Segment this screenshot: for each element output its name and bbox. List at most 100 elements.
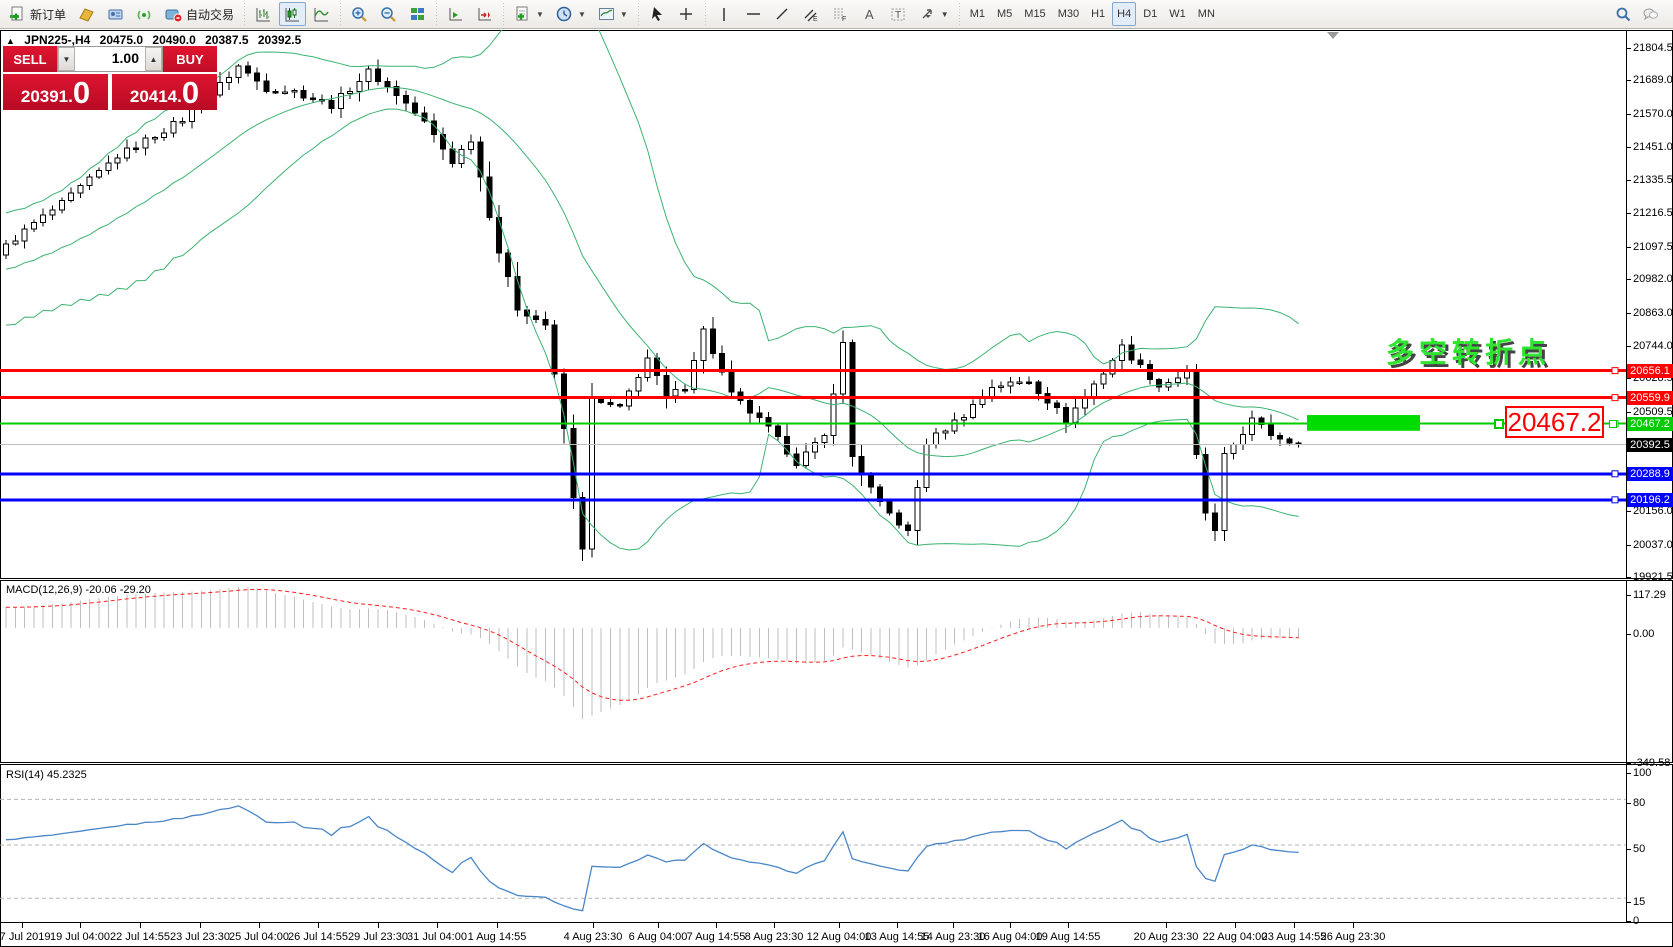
price-tick-mark xyxy=(1626,511,1631,512)
svg-text:A: A xyxy=(865,7,874,22)
tile-windows-icon xyxy=(411,7,425,20)
timeframe-m1[interactable]: M1 xyxy=(969,8,985,20)
main-chart-canvas[interactable] xyxy=(0,30,1626,578)
timeframe-d1[interactable]: D1 xyxy=(1143,8,1158,20)
price-tick-label: 21216.5 xyxy=(1633,207,1673,219)
rsi-panel-splitter[interactable] xyxy=(0,762,1673,765)
horizontal-line-icon xyxy=(746,12,760,15)
toolbar-separator xyxy=(503,3,505,25)
text-icon: A xyxy=(865,7,874,22)
buy-price-big-digit: 0 xyxy=(181,75,200,110)
rsi-panel-canvas[interactable] xyxy=(0,766,1626,922)
candlestick-chart-button[interactable] xyxy=(279,2,307,26)
macd-label: MACD(12,26,9) -20.06 -29.20 xyxy=(6,584,151,596)
trendline-tool[interactable] xyxy=(769,2,796,26)
horizontal-line-objects xyxy=(0,367,1626,504)
vertical-line-tool[interactable] xyxy=(711,2,738,26)
timeframe-m5[interactable]: M5 xyxy=(997,8,1013,20)
price-tick-mark xyxy=(1626,279,1631,280)
collapse-marker-icon[interactable]: ▲ xyxy=(6,36,15,46)
price-level-badge: 20559.9 xyxy=(1627,391,1673,405)
macd-panel-canvas[interactable] xyxy=(0,581,1626,762)
profile-icon xyxy=(108,9,123,19)
horizontal-line-tool[interactable] xyxy=(740,2,767,26)
buy-price-button[interactable]: 20414 . 0 xyxy=(112,74,217,110)
auto-scroll-icon xyxy=(449,7,463,20)
chat-icon[interactable] xyxy=(1642,6,1659,23)
chart-shift-marker-icon[interactable] xyxy=(1327,32,1339,39)
arrows-tool[interactable]: ▼ xyxy=(914,2,954,26)
buy-button[interactable]: BUY xyxy=(163,46,217,72)
time-tick-label: 1 Aug 14:55 xyxy=(467,931,527,943)
rsi-axis-label-tick xyxy=(1626,803,1631,804)
time-tick-label: 7 Aug 14:55 xyxy=(686,931,746,943)
new-order-button[interactable]: 新订单 xyxy=(4,2,71,26)
toolbar-separator xyxy=(340,3,342,25)
price-tick-label: 20863.0 xyxy=(1633,307,1673,319)
timeframe-m15[interactable]: M15 xyxy=(1024,8,1046,20)
crosshair-button[interactable] xyxy=(673,2,700,26)
chart-shift-button[interactable] xyxy=(471,2,498,26)
profile-button[interactable] xyxy=(102,2,129,26)
volume-input[interactable]: 1.00 xyxy=(111,50,139,66)
search-icon[interactable] xyxy=(1615,6,1632,23)
timeframe-h4[interactable]: H4 xyxy=(1112,2,1137,26)
annotation-text[interactable]: 多空转折点 xyxy=(1386,337,1552,368)
sell-price-button[interactable]: 20391 . 0 xyxy=(3,74,108,110)
sell-button[interactable]: SELL xyxy=(3,46,57,72)
price-level-badge: 20656.1 xyxy=(1627,364,1673,378)
time-tick-mark xyxy=(318,923,319,928)
toolbar-separator xyxy=(244,3,246,25)
timeframe-m30[interactable]: M30 xyxy=(1057,8,1080,20)
timeframe-w1[interactable]: W1 xyxy=(1169,8,1186,20)
market-watch-button[interactable] xyxy=(73,2,100,26)
fibonacci-tool[interactable]: F xyxy=(827,2,854,26)
price-tick-mark xyxy=(1626,346,1631,347)
time-tick-label: 23 Jul 23:30 xyxy=(170,931,230,943)
rsi-line xyxy=(5,805,1299,912)
volume-increase-button[interactable]: ▲ xyxy=(145,47,162,71)
price-tick-label: 20037.0 xyxy=(1633,539,1673,551)
macd-axis-label: 117.29 xyxy=(1633,589,1666,601)
toolbar-separator xyxy=(637,3,639,25)
macd-panel-splitter[interactable] xyxy=(0,578,1673,581)
text-label-tool[interactable]: T xyxy=(885,2,912,26)
equidistant-channel-tool[interactable]: E xyxy=(798,2,825,26)
templates-button[interactable]: ▼ xyxy=(593,2,633,26)
rsi-axis-label: 15 xyxy=(1633,896,1646,908)
rsi-axis-label-tick xyxy=(1626,773,1631,774)
price-callout-box[interactable]: 20467.2 xyxy=(1505,406,1604,438)
text-tool[interactable]: A xyxy=(856,2,883,26)
autotrading-button[interactable]: 自动交易 xyxy=(160,2,239,26)
callout-anchor-marker[interactable] xyxy=(1494,419,1504,429)
indicators-icon xyxy=(516,6,528,20)
zoom-out-button[interactable] xyxy=(375,2,402,26)
time-tick-label: 22 Aug 04:00 xyxy=(1202,931,1268,943)
autotrading-label: 自动交易 xyxy=(186,7,235,22)
timeframe-mn[interactable]: MN xyxy=(1197,8,1215,20)
timeframe-h1[interactable]: H1 xyxy=(1091,8,1106,20)
buy-price-main: 20414 xyxy=(129,87,178,106)
rsi-axis-label: 100 xyxy=(1633,767,1652,779)
price-tick-label: 21570.0 xyxy=(1633,108,1673,120)
line-chart-button[interactable] xyxy=(308,2,335,26)
price-tick-label: 20156.0 xyxy=(1633,505,1673,517)
chart-window[interactable] xyxy=(0,30,1673,947)
tile-windows-button[interactable] xyxy=(404,2,431,26)
price-tick-label: 21804.5 xyxy=(1633,42,1673,54)
volume-decrease-button[interactable]: ▼ xyxy=(58,47,75,71)
price-tick-mark xyxy=(1626,577,1631,578)
macd-axis-label: -349.58 xyxy=(1633,757,1671,769)
periods-button[interactable]: ▼ xyxy=(551,2,591,26)
rsi-axis-label-tick xyxy=(1626,849,1631,850)
auto-scroll-button[interactable] xyxy=(442,2,469,26)
price-tick-mark xyxy=(1626,147,1631,148)
news-button[interactable] xyxy=(131,2,158,26)
zoom-in-button[interactable] xyxy=(346,2,373,26)
volume-spinner: ▼ 1.00 ▲ xyxy=(57,46,163,72)
indicators-button[interactable]: ▼ xyxy=(509,2,549,26)
callout-anchor-marker[interactable] xyxy=(1609,420,1617,428)
bar-chart-button[interactable] xyxy=(250,2,277,26)
cursor-button[interactable] xyxy=(644,2,671,26)
